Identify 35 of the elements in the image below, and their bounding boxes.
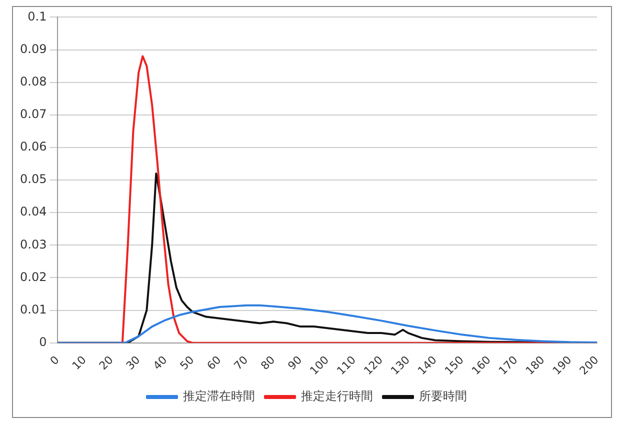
- x-tick-label: 90: [285, 353, 305, 373]
- y-tick-label: 0.01: [20, 302, 47, 316]
- x-tick-label: 80: [258, 353, 278, 373]
- x-tick-label: 10: [70, 353, 89, 373]
- x-tick-label: 200: [577, 353, 602, 378]
- y-tick-label: 0.1: [28, 9, 47, 24]
- x-tick-label: 100: [307, 353, 332, 378]
- x-tick-label: 180: [523, 353, 548, 378]
- x-tick-label: 160: [469, 353, 494, 378]
- x-tick-label: 110: [334, 353, 358, 378]
- legend-label: 所要時間: [419, 389, 467, 404]
- x-tick-label: 170: [496, 353, 520, 378]
- x-tick-label: 40: [150, 353, 170, 373]
- legend-label: 推定走行時間: [301, 389, 373, 404]
- x-tick-label: 0: [48, 353, 62, 368]
- y-tick-label: 0.04: [20, 204, 47, 219]
- y-tick-label: 0.06: [20, 140, 47, 154]
- y-tick-label: 0.03: [20, 237, 47, 252]
- x-tick-label: 70: [232, 353, 251, 373]
- x-tick-label: 120: [361, 353, 386, 378]
- y-tick-label: 0.07: [20, 107, 47, 122]
- x-tick-label: 30: [124, 353, 143, 373]
- y-tick-label: 0.08: [20, 74, 47, 88]
- legend-label: 推定滞在時間: [183, 389, 255, 404]
- x-tick-label: 150: [442, 353, 466, 378]
- x-tick-label: 60: [204, 353, 224, 373]
- y-tick-label: 0.05: [20, 172, 47, 186]
- x-tick-label: 190: [550, 353, 574, 378]
- x-tick-label: 20: [96, 353, 116, 373]
- x-tick-label: 130: [388, 353, 412, 378]
- x-tick-label: 50: [178, 353, 197, 373]
- y-tick-label: 0: [39, 334, 47, 349]
- x-tick-label: 140: [415, 353, 440, 378]
- y-tick-label: 0.02: [20, 270, 47, 284]
- y-tick-label: 0.09: [20, 42, 47, 56]
